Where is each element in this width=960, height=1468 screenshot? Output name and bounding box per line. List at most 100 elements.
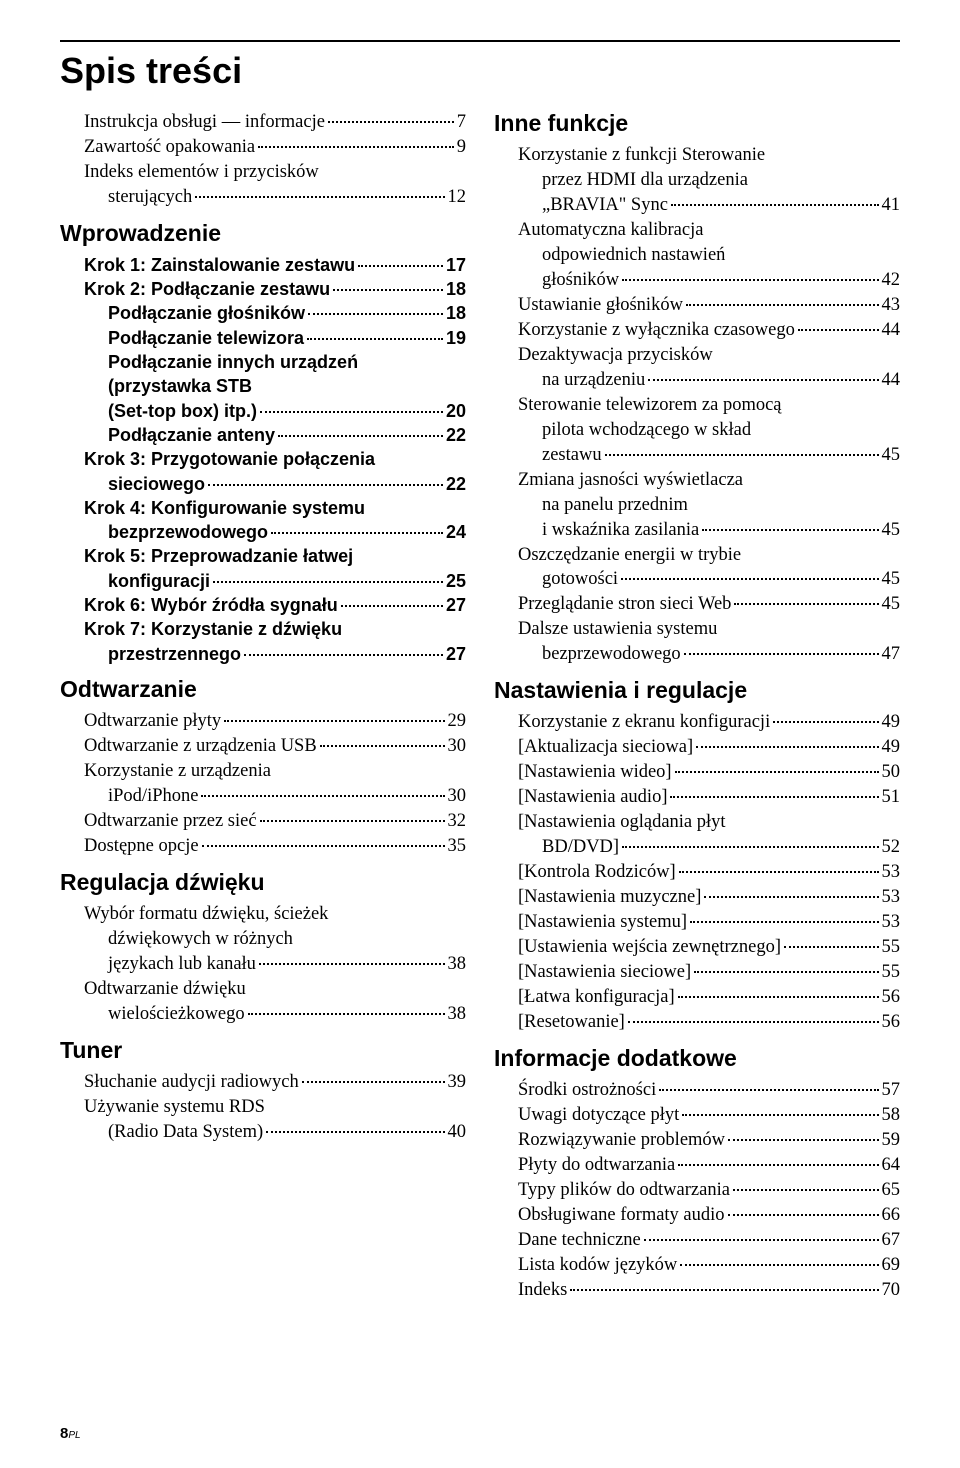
toc-entry-page: 9 [457, 135, 466, 160]
toc-entry: Odtwarzanie z urządzenia USB30 [60, 734, 466, 759]
toc-continuation: dźwiękowych w różnych [60, 927, 466, 952]
toc-entry-page: 12 [448, 185, 467, 210]
toc-entry-label: Odtwarzanie z urządzenia USB [84, 734, 317, 759]
toc-entry-label: Środki ostrożności [518, 1078, 656, 1103]
toc-section-heading: Regulacja dźwięku [60, 869, 466, 896]
toc-entry-label: Indeks [518, 1278, 567, 1303]
toc-continuation: Korzystanie z funkcji Sterowanie [494, 143, 900, 168]
toc-dots [358, 265, 443, 267]
toc-entry: [Nastawienia sieciowe]55 [494, 960, 900, 985]
toc-dots [644, 1239, 879, 1241]
footer-lang: PL [68, 1430, 80, 1441]
toc-entry: [Aktualizacja sieciowa]49 [494, 735, 900, 760]
toc-entry: bezprzewodowego24 [60, 520, 466, 544]
toc-dots [784, 946, 879, 948]
toc-continuation: Odtwarzanie dźwięku [60, 977, 466, 1002]
toc-entry-label: Podłączanie telewizora [108, 326, 304, 350]
toc-entry-label: i wskaźnika zasilania [542, 518, 699, 543]
toc-dots [733, 1189, 879, 1191]
toc-entry-page: 38 [448, 1002, 467, 1027]
toc-entry-label: [Nastawienia muzyczne] [518, 885, 701, 910]
toc-entry-label: iPod/iPhone [108, 784, 198, 809]
toc-entry: Krok 6: Wybór źródła sygnału27 [60, 593, 466, 617]
toc-entry: [Nastawienia audio]51 [494, 785, 900, 810]
toc-dots [202, 845, 445, 847]
toc-continuation: (przystawka STB [60, 374, 466, 398]
toc-entry: językach lub kanału38 [60, 952, 466, 977]
toc-entry: Płyty do odtwarzania 64 [494, 1153, 900, 1178]
toc-dots [248, 1013, 445, 1015]
toc-entry-label: [Resetowanie] [518, 1010, 625, 1035]
toc-continuation: Oszczędzanie energii w trybie [494, 543, 900, 568]
toc-entry-label: sieciowego [108, 472, 205, 496]
toc-entry-page: 70 [882, 1278, 901, 1303]
toc-entry: Uwagi dotyczące płyt58 [494, 1103, 900, 1128]
toc-dots [678, 1164, 878, 1166]
toc-entry: Lista kodów języków69 [494, 1253, 900, 1278]
toc-dots [307, 338, 443, 340]
toc-entry: gotowości45 [494, 567, 900, 592]
toc-dots [728, 1139, 878, 1141]
toc-entry: Korzystanie z wyłącznika czasowego44 [494, 318, 900, 343]
toc-section-heading: Tuner [60, 1037, 466, 1064]
toc-continuation: Korzystanie z urządzenia [60, 759, 466, 784]
toc-dots [208, 484, 443, 486]
toc-entry-label: bezprzewodowego [542, 642, 681, 667]
toc-entry-label: Ustawianie głośników [518, 293, 683, 318]
toc-entry-label: Korzystanie z wyłącznika czasowego [518, 318, 795, 343]
toc-entry: [Nastawienia muzyczne]53 [494, 885, 900, 910]
toc-entry-label: [Nastawienia wideo] [518, 760, 672, 785]
toc-entry-page: 39 [448, 1070, 467, 1095]
toc-dots [201, 795, 444, 797]
toc-dots [694, 971, 878, 973]
toc-entry: Korzystanie z ekranu konfiguracji49 [494, 710, 900, 735]
toc-entry-page: 20 [446, 399, 466, 423]
toc-dots [675, 771, 879, 773]
toc-entry-page: 59 [882, 1128, 901, 1153]
toc-entry-label: Instrukcja obsługi — informacje [84, 110, 325, 135]
toc-entry: Odtwarzanie przez sieć32 [60, 809, 466, 834]
toc-dots [728, 1214, 879, 1216]
toc-entry-label: Krok 6: Wybór źródła sygnału [84, 593, 338, 617]
toc-entry: Podłączanie głośników18 [60, 301, 466, 325]
toc-entry: [Resetowanie]56 [494, 1010, 900, 1035]
toc-entry-label: Odtwarzanie przez sieć [84, 809, 257, 834]
toc-dots [679, 871, 879, 873]
toc-entry-page: 22 [446, 423, 466, 447]
toc-dots [684, 653, 879, 655]
toc-entry-label: konfiguracji [108, 569, 210, 593]
toc-dots [302, 1081, 445, 1083]
toc-entry-page: 58 [882, 1103, 901, 1128]
toc-entry-page: 45 [882, 443, 901, 468]
toc-entry-label: głośników [542, 268, 619, 293]
toc-entry-label: Płyty do odtwarzania [518, 1153, 675, 1178]
toc-entry-page: 64 [882, 1153, 901, 1178]
toc-section-heading: Wprowadzenie [60, 220, 466, 247]
toc-dots [605, 454, 879, 456]
toc-dots [320, 745, 445, 747]
toc-entry-label: [Aktualizacja sieciowa] [518, 735, 693, 760]
toc-continuation: odpowiednich nastawień [494, 243, 900, 268]
toc-entry-label: wielościeżkowego [108, 1002, 245, 1027]
toc-entry: [Nastawienia wideo]50 [494, 760, 900, 785]
toc-dots [621, 578, 878, 580]
toc-entry-page: 49 [882, 710, 901, 735]
toc-continuation: Krok 5: Przeprowadzanie łatwej [60, 544, 466, 568]
toc-entry: Dostępne opcje35 [60, 834, 466, 859]
toc-entry-page: 27 [446, 642, 466, 666]
toc-entry-page: 52 [882, 835, 901, 860]
toc-continuation: Dalsze ustawienia systemu [494, 617, 900, 642]
page-footer: 8PL [60, 1425, 81, 1442]
toc-entry-label: [Łatwa konfiguracja] [518, 985, 675, 1010]
toc-continuation: pilota wchodzącego w skład [494, 418, 900, 443]
toc-entry-label: Podłączanie anteny [108, 423, 275, 447]
toc-dots [341, 605, 443, 607]
toc-continuation: Podłączanie innych urządzeń [60, 350, 466, 374]
toc-entry-page: 35 [448, 834, 467, 859]
toc-entry: Środki ostrożności57 [494, 1078, 900, 1103]
toc-continuation: Wybór formatu dźwięku, ścieżek [60, 902, 466, 927]
toc-entry-label: Zawartość opakowania [84, 135, 255, 160]
toc-dots [570, 1289, 878, 1291]
toc-entry: [Kontrola Rodziców]53 [494, 860, 900, 885]
toc-dots [686, 304, 879, 306]
